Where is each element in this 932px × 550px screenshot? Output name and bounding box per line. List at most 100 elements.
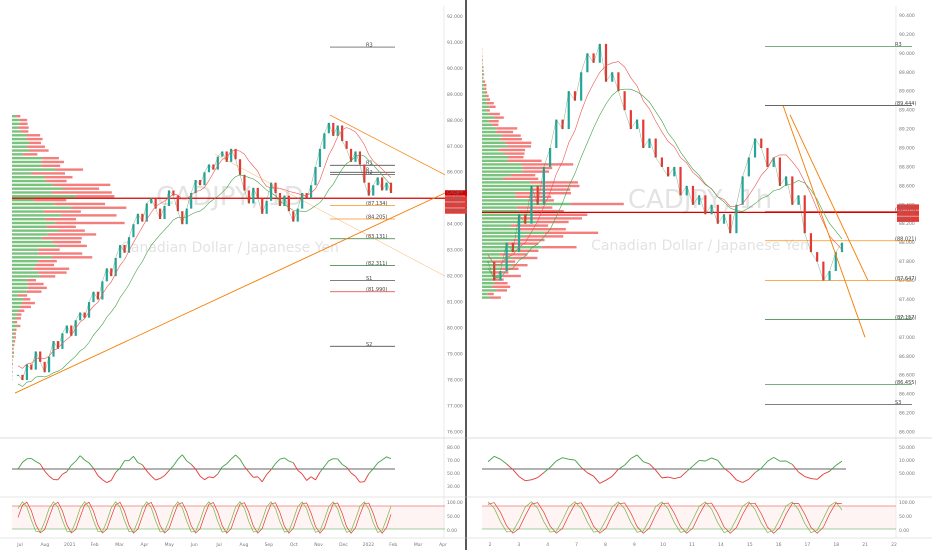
rsi-line	[328, 458, 334, 462]
rsi-line	[562, 457, 569, 460]
volume-profile-buy	[482, 231, 545, 234]
volume-profile-buy	[12, 279, 27, 282]
x-tick-label: Apr	[141, 542, 149, 548]
rsi-line	[310, 476, 316, 481]
rsi-line	[119, 460, 125, 469]
rsi-line	[292, 462, 299, 471]
stoch-axis-label: 50.00	[447, 514, 460, 520]
price-candle	[65, 325, 68, 334]
volume-profile-buy	[12, 198, 34, 202]
volume-profile-sell	[529, 181, 578, 184]
rsi-line	[372, 462, 379, 470]
volume-profile-buy	[12, 130, 21, 133]
x-tick-label: 21	[862, 542, 868, 548]
volume-profile-buy	[482, 264, 512, 267]
volume-profile-buy	[12, 183, 54, 187]
volume-profile-buy	[482, 134, 503, 137]
price-tag-label: 00:21:14	[447, 208, 467, 214]
volume-profile-buy	[482, 217, 520, 220]
price-candle	[296, 208, 299, 222]
volume-profile-buy	[482, 220, 536, 224]
pivot-level-label: (87.647)	[895, 276, 916, 282]
x-tick-label: 10	[660, 542, 666, 548]
price-candle	[834, 252, 837, 272]
volume-profile-buy	[482, 127, 497, 130]
volume-profile-sell	[519, 228, 566, 231]
price-tag-label: 87.781	[447, 202, 463, 208]
rsi-line	[204, 476, 210, 481]
price-candle	[25, 364, 28, 381]
volume-profile-sell	[486, 98, 490, 101]
y-tick-label: 87.000	[899, 335, 915, 341]
volume-profile-buy	[12, 301, 23, 305]
price-candle	[87, 302, 91, 318]
volume-profile-sell	[17, 126, 29, 129]
rsi-line	[810, 478, 818, 480]
volume-profile-sell	[507, 159, 542, 162]
volume-profile-buy	[12, 340, 14, 343]
volume-profile-sell	[500, 138, 522, 141]
volume-profile-buy	[12, 141, 30, 145]
y-tick-label: 86.000	[447, 170, 463, 176]
volume-profile-sell	[496, 289, 507, 292]
volume-profile-sell	[18, 309, 25, 312]
volume-profile-sell	[47, 233, 97, 236]
x-tick-label: Oct	[290, 542, 298, 548]
rsi-line	[190, 463, 196, 470]
x-tick-label: 7	[575, 542, 578, 548]
volume-profile-sell	[26, 279, 37, 282]
rsi-line	[506, 463, 514, 470]
rsi-line	[611, 468, 619, 477]
price-candle	[592, 53, 595, 63]
volume-profile-sell	[39, 275, 56, 278]
rsi-line	[593, 475, 601, 484]
volume-profile-buy	[12, 332, 14, 335]
volume-profile-buy	[482, 109, 487, 112]
x-tick-label: 2021	[64, 542, 76, 548]
price-candle	[389, 182, 393, 194]
volume-profile-sell	[13, 332, 16, 335]
price-candle	[791, 176, 794, 205]
y-tick-label: 84.000	[447, 222, 463, 228]
volume-profile-sell	[534, 213, 588, 216]
volume-profile-buy	[482, 274, 503, 278]
stoch-axis-label: 0.00	[447, 528, 457, 534]
price-candle	[517, 214, 521, 253]
pivot-level-label: (88.373)	[895, 207, 916, 213]
price-candle	[110, 268, 113, 277]
volume-profile-buy	[12, 229, 59, 232]
price-candle	[542, 166, 545, 205]
volume-profile-sell	[52, 240, 82, 244]
volume-profile-sell	[511, 264, 528, 267]
volume-profile-buy	[482, 120, 489, 123]
volume-profile-sell	[519, 217, 582, 220]
x-tick-label: 17	[805, 542, 811, 548]
volume-profile-buy	[12, 290, 27, 293]
volume-profile-buy	[482, 94, 487, 98]
volume-profile-sell	[16, 317, 21, 320]
pivot-level-label: R2	[366, 170, 373, 176]
volume-profile-buy	[482, 170, 523, 173]
price-candle	[92, 291, 95, 303]
volume-profile-buy	[12, 282, 28, 286]
rsi-line	[102, 479, 108, 483]
volume-profile-sell	[494, 260, 516, 263]
rsi-line	[208, 476, 214, 479]
volume-profile-buy	[482, 249, 518, 252]
y-tick-label: 90.000	[899, 51, 915, 57]
price-candle	[216, 156, 219, 170]
y-tick-label: 89.200	[899, 127, 915, 133]
rsi-line	[297, 469, 303, 475]
stoch-axis-label: 100.00	[899, 500, 915, 506]
price-candle	[598, 43, 601, 63]
rsi-line	[487, 455, 495, 463]
rsi-line	[381, 456, 387, 461]
x-tick-label: 9	[633, 542, 636, 548]
volume-profile-buy	[12, 202, 55, 206]
price-tag-box	[445, 196, 467, 202]
volume-profile-buy	[12, 328, 15, 331]
price-candle	[760, 138, 763, 148]
volume-profile-sell	[44, 176, 73, 179]
volume-profile-sell	[45, 217, 76, 221]
rsi-line	[346, 466, 352, 474]
